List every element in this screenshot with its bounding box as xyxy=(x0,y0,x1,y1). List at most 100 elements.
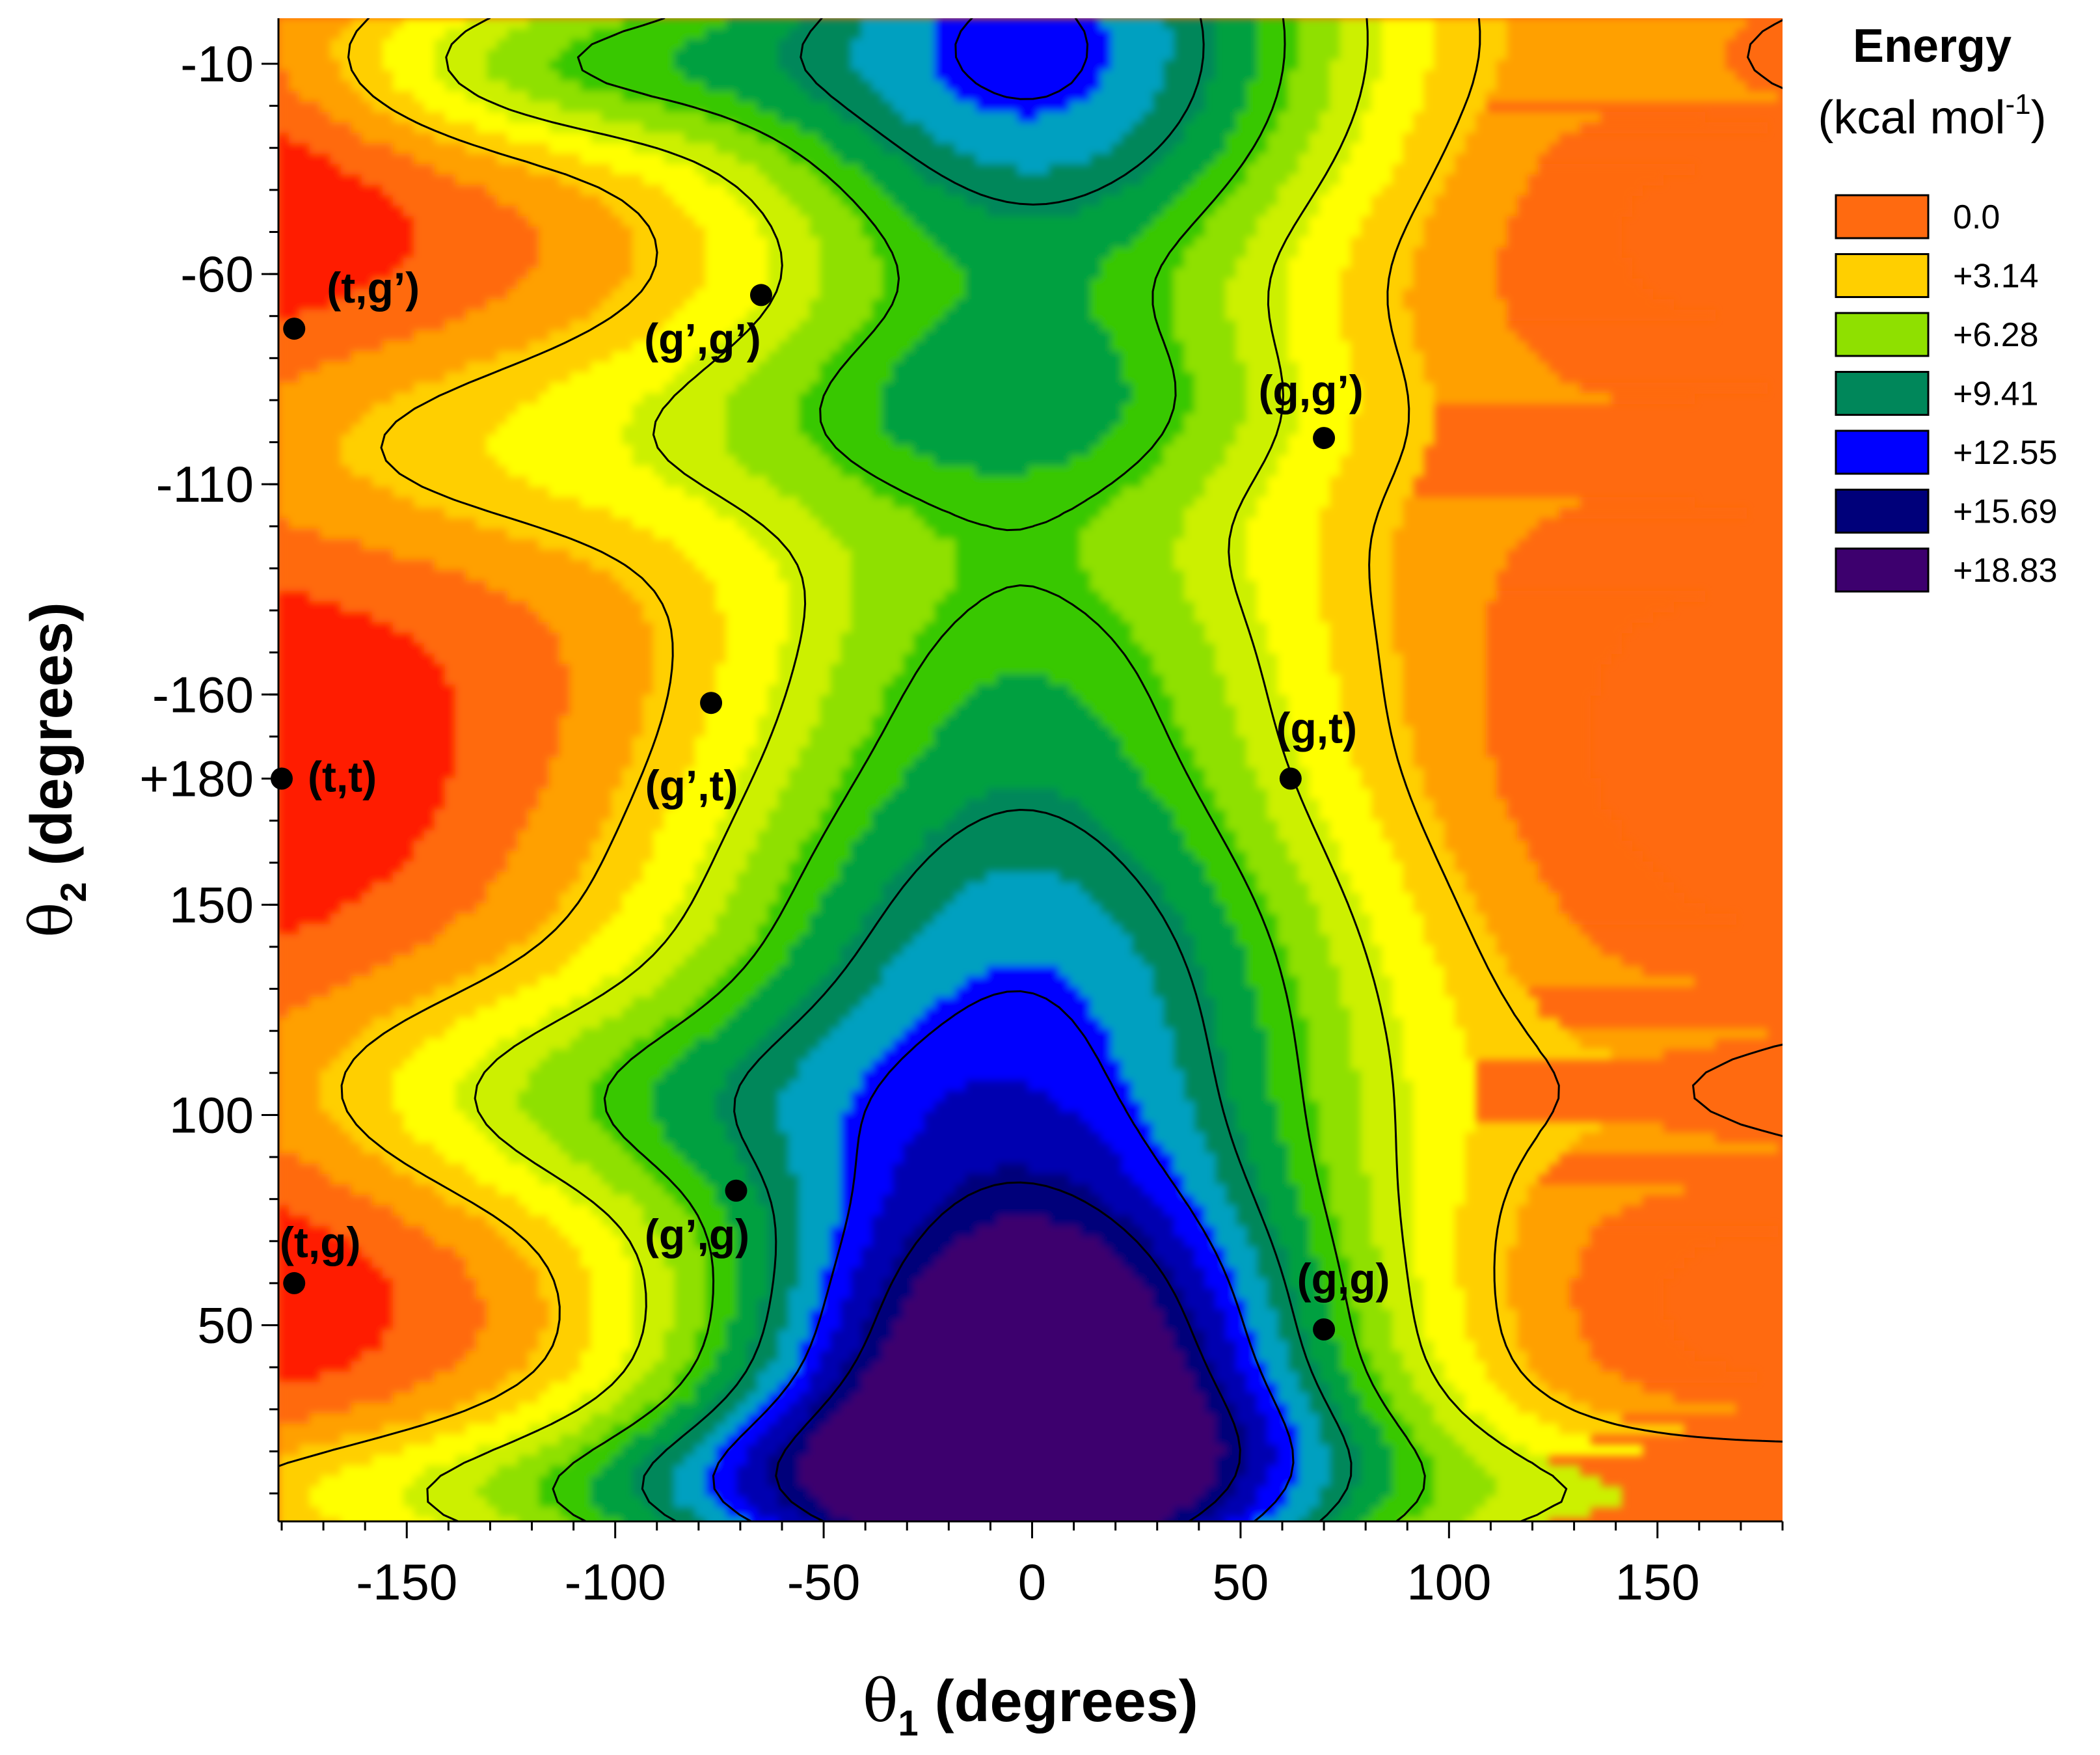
energy-cell xyxy=(278,518,289,529)
energy-cell xyxy=(278,695,456,706)
energy-cell xyxy=(476,1174,539,1185)
energy-cell xyxy=(278,299,331,310)
energy-cell xyxy=(1299,1445,1330,1456)
energy-cell xyxy=(466,1351,529,1362)
energy-cell xyxy=(1413,1257,1455,1268)
energy-cell xyxy=(1423,91,1487,102)
energy-cell xyxy=(757,1039,820,1050)
energy-cell xyxy=(1288,341,1351,352)
energy-cell xyxy=(1132,1216,1174,1227)
energy-cell xyxy=(1340,695,1403,706)
energy-cell xyxy=(1111,331,1174,342)
energy-cell xyxy=(278,1497,310,1508)
energy-cell xyxy=(1122,1070,1185,1081)
energy-cell xyxy=(955,1236,1101,1247)
energy-cell xyxy=(716,674,779,685)
energy-cell xyxy=(986,872,1060,883)
energy-cell xyxy=(1340,997,1393,1008)
energy-cell xyxy=(1184,914,1226,925)
energy-cell xyxy=(778,1091,852,1102)
conformer-label: (g,g) xyxy=(1297,1255,1390,1303)
energy-cell xyxy=(851,60,935,71)
energy-cell xyxy=(455,1403,518,1414)
energy-cell xyxy=(1361,1320,1393,1331)
energy-cell xyxy=(1288,1174,1330,1185)
energy-cell xyxy=(1194,383,1247,394)
energy-cell xyxy=(1340,164,1393,175)
energy-cell xyxy=(549,60,675,71)
energy-cell xyxy=(872,1216,924,1227)
energy-cell xyxy=(278,622,394,633)
energy-cell xyxy=(664,1330,695,1341)
energy-cell xyxy=(851,1091,945,1102)
energy-cell xyxy=(487,435,623,446)
energy-cell xyxy=(820,133,872,144)
energy-cell xyxy=(1174,716,1237,727)
energy-cell xyxy=(830,1330,862,1341)
energy-cell xyxy=(612,570,706,581)
energy-cell xyxy=(1455,1382,1497,1393)
energy-cell xyxy=(861,830,924,841)
energy-cell xyxy=(653,851,706,862)
energy-cell xyxy=(705,1247,737,1258)
energy-cell xyxy=(278,862,404,873)
energy-cell xyxy=(747,1455,768,1466)
energy-cell xyxy=(539,789,612,800)
energy-cell xyxy=(841,945,904,956)
energy-cell xyxy=(278,955,394,966)
energy-cell xyxy=(1288,1403,1310,1414)
energy-cell xyxy=(278,29,342,40)
energy-cell xyxy=(913,757,1133,769)
energy-cell xyxy=(591,1476,633,1487)
energy-cell xyxy=(747,862,789,873)
energy-cell xyxy=(507,528,654,539)
energy-cell xyxy=(278,549,394,560)
energy-cell xyxy=(1413,122,1476,133)
energy-cell xyxy=(278,1101,321,1112)
energy-cell xyxy=(1423,1299,1466,1310)
energy-cell xyxy=(455,976,539,987)
energy-cell xyxy=(1309,1070,1362,1081)
energy-cell xyxy=(1465,872,1539,883)
energy-cell xyxy=(622,279,706,290)
energy-cell xyxy=(1340,1507,1372,1518)
energy-cell xyxy=(487,102,560,113)
energy-cell xyxy=(601,1216,643,1227)
energy-cell xyxy=(820,174,872,185)
energy-cell xyxy=(1465,1028,1570,1039)
energy-cell xyxy=(1236,1403,1258,1414)
energy-cell xyxy=(528,1111,591,1122)
energy-cell xyxy=(414,497,581,508)
energy-cell xyxy=(1309,1403,1341,1414)
energy-cell xyxy=(570,1236,623,1247)
energy-cell xyxy=(278,705,456,716)
energy-cell xyxy=(1371,914,1424,925)
energy-cell xyxy=(1226,299,1289,310)
energy-cell xyxy=(1340,29,1382,40)
energy-cell xyxy=(466,310,591,321)
x-tick-label: -50 xyxy=(787,1553,861,1611)
energy-cell xyxy=(1413,1143,1466,1154)
energy-cell xyxy=(559,643,654,654)
energy-cell xyxy=(653,841,706,852)
energy-cell xyxy=(622,1445,654,1456)
energy-cell xyxy=(403,1111,466,1122)
energy-cell xyxy=(716,508,810,519)
energy-cell xyxy=(1205,1268,1237,1279)
energy-cell xyxy=(736,1257,768,1268)
energy-cell xyxy=(1371,206,1434,217)
energy-cell xyxy=(726,653,779,664)
energy-cell xyxy=(1236,924,1278,935)
energy-cell xyxy=(1455,154,1539,165)
energy-cell xyxy=(1278,830,1330,841)
energy-cell xyxy=(882,91,956,102)
energy-cell xyxy=(1340,279,1414,290)
energy-cell xyxy=(882,424,1112,435)
energy-cell xyxy=(674,1299,706,1310)
energy-cell xyxy=(1465,1143,1570,1154)
energy-cell xyxy=(570,1153,633,1164)
energy-cell xyxy=(278,279,373,290)
energy-cell xyxy=(403,206,518,217)
energy-cell xyxy=(695,1236,737,1247)
